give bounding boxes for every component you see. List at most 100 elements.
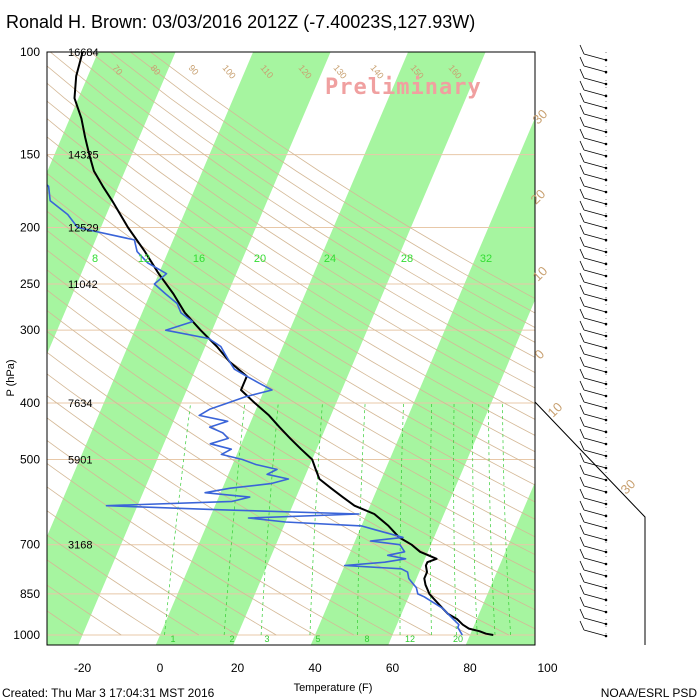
mixing-ratio-lines [164, 402, 511, 636]
mixing-ratio-line [488, 402, 496, 636]
wind-barb [579, 416, 608, 434]
wind-barb [579, 608, 608, 626]
barb-shaft [583, 365, 607, 373]
barb-flag [579, 488, 585, 499]
created-timestamp: Created: Thu Mar 3 17:04:31 MST 2016 [2, 686, 215, 700]
wind-barb [579, 452, 608, 470]
barb-flag [579, 284, 585, 295]
wind-barb [579, 464, 608, 482]
isobar-lines [47, 52, 535, 636]
dry-adiabat-label: 70 [110, 63, 124, 77]
pressure-tick-250: 250 [20, 277, 40, 291]
wind-barb [579, 116, 608, 134]
barb-station-dot [604, 622, 608, 626]
wind-barb [579, 128, 608, 146]
barb-shaft [583, 89, 607, 97]
barb-flag [579, 260, 585, 271]
wind-barb [579, 44, 608, 62]
barb-flag [579, 128, 585, 139]
height-label: 3168 [68, 540, 92, 552]
mixing-ratio-label: 2 [229, 634, 234, 644]
barb-shaft [583, 485, 607, 493]
barb-flag [579, 380, 585, 391]
barb-station-dot [604, 466, 608, 470]
x-axis-label: Temperature (F) [294, 682, 373, 694]
dry-adiabat [47, 584, 122, 636]
barb-station-dot [604, 238, 608, 242]
mixing-ratio-label: 12 [405, 634, 415, 644]
mixing-ratio-label: 20 [254, 253, 266, 265]
wind-barb [579, 380, 608, 398]
wind-barb [579, 536, 608, 554]
wind-barb [579, 500, 608, 518]
pressure-tick-1000: 1000 [13, 628, 40, 642]
wind-barb [579, 236, 608, 254]
barb-shaft [583, 413, 607, 421]
barb-flag [579, 344, 585, 355]
barb-station-dot [604, 382, 608, 386]
wind-barb [579, 428, 608, 446]
dry-adiabat [47, 395, 432, 636]
barb-shaft [583, 437, 607, 445]
barb-flag [579, 416, 585, 427]
barb-flag [579, 584, 585, 595]
temperature-tick: 60 [386, 661, 400, 675]
height-labels: 16684 14325 12529 11042 7634 5901 3168 [68, 47, 99, 552]
wind-barb [579, 164, 608, 182]
barb-flag [579, 56, 585, 67]
wind-barb [579, 104, 608, 122]
barb-shaft [583, 401, 607, 409]
barb-shaft [583, 173, 607, 181]
barb-station-dot [604, 106, 608, 110]
wind-barb [579, 92, 608, 110]
barb-shaft [583, 197, 607, 205]
barb-station-dot [604, 166, 608, 170]
mixing-ratio-label: 1 [170, 634, 175, 644]
wind-barb [579, 584, 608, 602]
barb-shaft [583, 593, 607, 601]
barb-shaft [583, 149, 607, 157]
pressure-tick-100: 100 [20, 45, 40, 59]
barb-shaft [583, 101, 607, 109]
y-axis-label: P (hPa) [5, 359, 17, 396]
pressure-tick-300: 300 [20, 323, 40, 337]
dry-adiabat [47, 310, 587, 636]
wind-barb [579, 272, 608, 290]
barb-flag [579, 512, 585, 523]
preliminary-watermark: Preliminary [325, 75, 482, 100]
pressure-tick-400: 400 [20, 396, 40, 410]
barb-flag [579, 392, 585, 403]
temperature-trace [73, 52, 494, 636]
mixing-ratio-line [429, 402, 433, 636]
wind-barb [579, 488, 608, 506]
barb-station-dot [604, 502, 608, 506]
mixing-ratio-line [260, 402, 279, 636]
mixing-ratio-line [356, 402, 366, 636]
dry-adiabat [49, 52, 645, 430]
wind-barb [579, 80, 608, 98]
barb-shaft [583, 317, 607, 325]
barb-station-dot [604, 394, 608, 398]
barb-station-dot [604, 574, 608, 578]
mixing-ratio-label: 8 [92, 253, 98, 265]
barb-station-dot [604, 370, 608, 374]
wind-barb [579, 284, 608, 302]
barb-flag [579, 68, 585, 79]
barb-station-dot [604, 202, 608, 206]
mixing-ratio-line [502, 402, 511, 636]
barb-flag [579, 44, 585, 55]
barb-flag [579, 536, 585, 547]
barb-flag [579, 572, 585, 583]
barb-station-dot [604, 586, 608, 590]
barb-station-dot [604, 526, 608, 530]
temperature-tick: 0 [157, 661, 164, 675]
temperature-tick: 80 [463, 661, 477, 675]
dry-adiabat [47, 173, 645, 541]
barb-station-dot [604, 214, 608, 218]
barb-shaft [583, 257, 607, 265]
temperature-tick: -20 [74, 661, 92, 675]
barb-shaft [583, 281, 607, 289]
barb-shaft [583, 473, 607, 481]
barb-flag [579, 608, 585, 619]
wind-barb [579, 512, 608, 530]
